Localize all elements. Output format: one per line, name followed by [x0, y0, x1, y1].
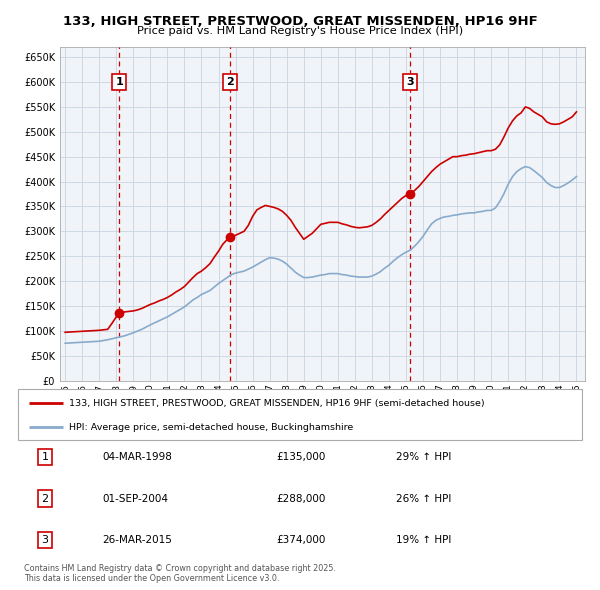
Text: 3: 3 — [41, 535, 49, 545]
Text: Contains HM Land Registry data © Crown copyright and database right 2025.
This d: Contains HM Land Registry data © Crown c… — [24, 563, 336, 583]
Text: Price paid vs. HM Land Registry's House Price Index (HPI): Price paid vs. HM Land Registry's House … — [137, 26, 463, 36]
Text: 133, HIGH STREET, PRESTWOOD, GREAT MISSENDEN, HP16 9HF (semi-detached house): 133, HIGH STREET, PRESTWOOD, GREAT MISSE… — [69, 399, 484, 408]
Text: 26-MAR-2015: 26-MAR-2015 — [102, 535, 172, 545]
Text: 29% ↑ HPI: 29% ↑ HPI — [396, 453, 451, 462]
Text: 2: 2 — [41, 494, 49, 503]
Text: 133, HIGH STREET, PRESTWOOD, GREAT MISSENDEN, HP16 9HF: 133, HIGH STREET, PRESTWOOD, GREAT MISSE… — [62, 15, 538, 28]
Text: 3: 3 — [406, 77, 414, 87]
Text: 1: 1 — [115, 77, 123, 87]
FancyBboxPatch shape — [18, 389, 582, 440]
Text: 01-SEP-2004: 01-SEP-2004 — [102, 494, 168, 503]
Text: £288,000: £288,000 — [276, 494, 325, 503]
Text: £374,000: £374,000 — [276, 535, 325, 545]
Text: 19% ↑ HPI: 19% ↑ HPI — [396, 535, 451, 545]
Text: 2: 2 — [226, 77, 234, 87]
Text: £135,000: £135,000 — [276, 453, 325, 462]
Text: 04-MAR-1998: 04-MAR-1998 — [102, 453, 172, 462]
Text: 1: 1 — [41, 453, 49, 462]
Text: 26% ↑ HPI: 26% ↑ HPI — [396, 494, 451, 503]
Text: HPI: Average price, semi-detached house, Buckinghamshire: HPI: Average price, semi-detached house,… — [69, 422, 353, 431]
